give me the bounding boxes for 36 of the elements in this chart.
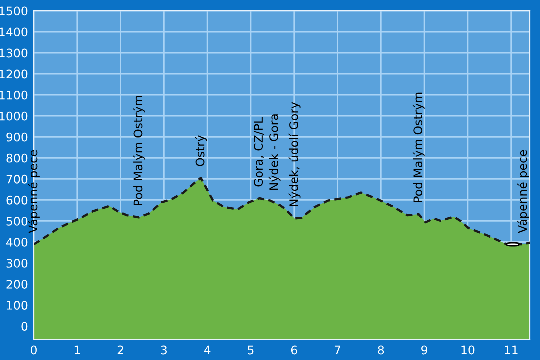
annotation: Pod Malým Ostrým [412,92,425,202]
y-tick-label: 1400 [0,28,28,37]
x-tick-label: 9 [422,346,428,355]
x-tick-label: 4 [204,346,211,355]
x-tick-label: 7 [334,346,341,355]
y-tick-label: 600 [6,196,28,205]
y-tick-label: 1300 [0,48,28,58]
y-tick-label: 100 [7,301,28,310]
y-tick-label: 400 [6,238,28,247]
x-tick-label: 1 [74,346,80,355]
annotation: Nýdek - Gora [268,114,281,190]
y-tick-label: 1200 [0,70,28,79]
y-tick-label: 300 [6,258,28,268]
y-tick-label: 800 [6,154,28,163]
x-tick-label: 11 [505,346,518,355]
x-tick-label: 10 [462,346,475,355]
y-tick-label: 0 [22,322,28,331]
annotation: Nýdek, údolí Gory [288,102,301,206]
annotation: Gora, CZ/PL [254,118,264,187]
y-tick-label: 1500 [0,6,28,16]
y-tick-label: 500 [6,216,28,226]
x-tick-label: 6 [291,346,298,355]
y-tick-label: 1100 [0,90,28,100]
annotation: Ostrý [195,135,208,166]
x-tick-label: 2 [118,346,124,355]
x-tick-label: 5 [248,346,254,355]
y-tick-label: 700 [6,174,28,184]
x-tick-label: 0 [31,346,37,355]
y-tick-label: 900 [6,132,28,142]
annotation: Vápenné pece [518,150,530,234]
y-tick-label: 200 [6,280,28,289]
y-tick-label: 1000 [0,112,28,121]
annotation: Vápenné pece [28,150,40,234]
x-tick-label: 8 [378,346,384,355]
x-tick-label: 3 [161,346,167,355]
annotation: Pod Malým Ostrým [133,96,145,206]
